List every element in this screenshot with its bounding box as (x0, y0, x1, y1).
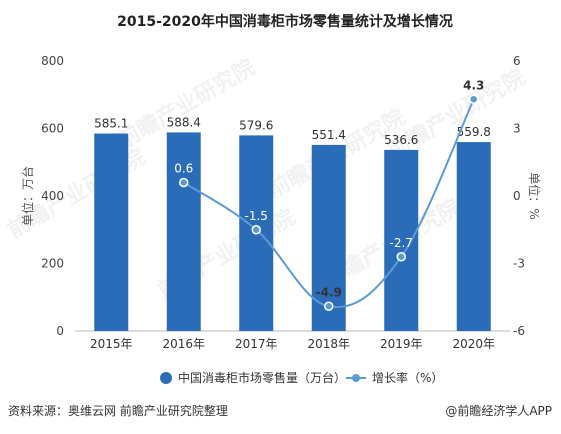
left-tick-label: 400 (41, 189, 64, 203)
left-axis-ticks: 0 200 400 600 800 (41, 54, 64, 338)
growth-line-series: 0.6 -1.5 -4.9 -2.7 4.3 (174, 78, 484, 311)
x-tick-label: 2018年 (307, 337, 350, 351)
right-axis-ticks: -6 -3 0 3 6 (513, 54, 525, 338)
bar-value-label: 551.4 (312, 128, 346, 142)
right-axis-title: 单位：% (527, 172, 542, 219)
brand-credit: @前瞻经济学人APP (445, 403, 552, 418)
growth-value-label: 4.3 (463, 78, 484, 92)
bar-value-label: 585.1 (94, 117, 128, 131)
bar-value-label: 579.6 (239, 118, 273, 132)
legend-bar-marker (160, 372, 172, 384)
right-tick-label: 3 (513, 122, 521, 136)
x-tick-label: 2017年 (235, 337, 278, 351)
growth-point (469, 94, 479, 104)
x-tick-label: 2016年 (162, 337, 205, 351)
growth-point (179, 177, 189, 188)
left-tick-label: 200 (41, 257, 64, 271)
chart-title: 2015-2020年中国消毒柜市场零售量统计及增长情况 (117, 13, 453, 30)
right-tick-label: 0 (513, 189, 521, 203)
legend-line-marker (352, 374, 360, 382)
x-tick-label: 2020年 (452, 337, 495, 351)
left-axis-title: 单位：万台 (20, 166, 35, 226)
bar (456, 142, 491, 331)
right-tick-label: -6 (513, 324, 525, 338)
bar (94, 133, 129, 331)
source-note: 资料来源：奥维云网 前瞻产业研究院整理 (8, 403, 228, 418)
bar-value-label: 536.6 (384, 133, 418, 147)
bar-value-labels: 585.1 588.4 579.6 551.4 536.6 559.8 (94, 115, 491, 146)
growth-value-label: -1.5 (245, 209, 268, 223)
left-tick-label: 800 (41, 54, 64, 68)
bar-series (94, 132, 491, 331)
legend: 中国消毒柜市场零售量（万台） 增长率（%） (160, 370, 443, 385)
watermark-text: 前瞻产业研究院 (383, 64, 529, 164)
bar (384, 149, 419, 331)
growth-value-label: -4.9 (316, 285, 342, 299)
x-tick-label: 2015年 (90, 337, 133, 351)
growth-value-label: -2.7 (390, 236, 413, 250)
x-axis-labels: 2015年 2016年 2017年 2018年 2019年 2020年 (90, 337, 495, 351)
bar (311, 144, 346, 331)
left-tick-label: 600 (41, 122, 64, 136)
growth-point (396, 252, 406, 262)
bar-value-label: 559.8 (457, 125, 491, 139)
growth-value-label: 0.6 (174, 162, 193, 176)
x-tick-label: 2019年 (380, 337, 423, 351)
left-tick-label: 0 (56, 324, 64, 338)
growth-point (251, 225, 261, 235)
legend-bar-label: 中国消毒柜市场零售量（万台） (178, 370, 346, 385)
legend-line-label: 增长率（%） (372, 370, 443, 385)
growth-point (324, 301, 334, 311)
bar-value-label: 588.4 (167, 115, 201, 129)
right-tick-label: -3 (513, 257, 525, 271)
bar (166, 132, 201, 331)
right-tick-label: 6 (513, 54, 521, 68)
